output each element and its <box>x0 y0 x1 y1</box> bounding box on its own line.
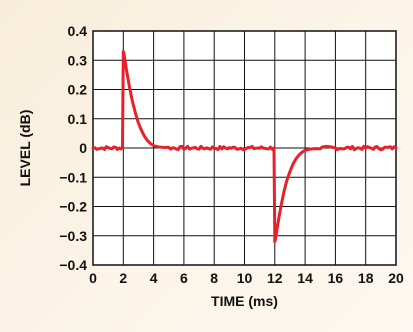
series-line <box>91 50 398 244</box>
x-axis-title: TIME (ms) <box>211 293 278 309</box>
x-tick-label: 6 <box>180 270 188 286</box>
y-tick-label: −0.3 <box>59 228 87 244</box>
x-tick-label: 14 <box>297 270 313 286</box>
x-tick-label: 0 <box>89 270 97 286</box>
x-tick-label: 2 <box>119 270 127 286</box>
y-tick-label: −0.2 <box>59 199 87 215</box>
x-tick-label: 16 <box>328 270 344 286</box>
x-tick-label: 4 <box>150 270 158 286</box>
x-tick-label: 10 <box>237 270 253 286</box>
y-tick-label: 0.1 <box>68 111 88 127</box>
x-tick-label: 8 <box>210 270 218 286</box>
x-tick-label: 12 <box>267 270 283 286</box>
y-tick-label: −0.4 <box>59 257 87 273</box>
y-tick-label: 0 <box>79 140 87 156</box>
y-tick-label: 0.2 <box>68 82 88 98</box>
x-tick-label: 18 <box>358 270 374 286</box>
y-tick-label: 0.3 <box>68 52 88 68</box>
y-tick-label: 0.4 <box>68 23 88 39</box>
y-tick-label: −0.1 <box>59 169 87 185</box>
x-tick-label: 20 <box>388 270 404 286</box>
y-axis-title: LEVEL (dB) <box>17 110 33 187</box>
